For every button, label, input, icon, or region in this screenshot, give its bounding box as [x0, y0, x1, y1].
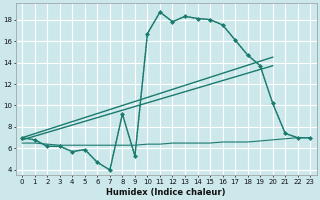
X-axis label: Humidex (Indice chaleur): Humidex (Indice chaleur): [107, 188, 226, 197]
